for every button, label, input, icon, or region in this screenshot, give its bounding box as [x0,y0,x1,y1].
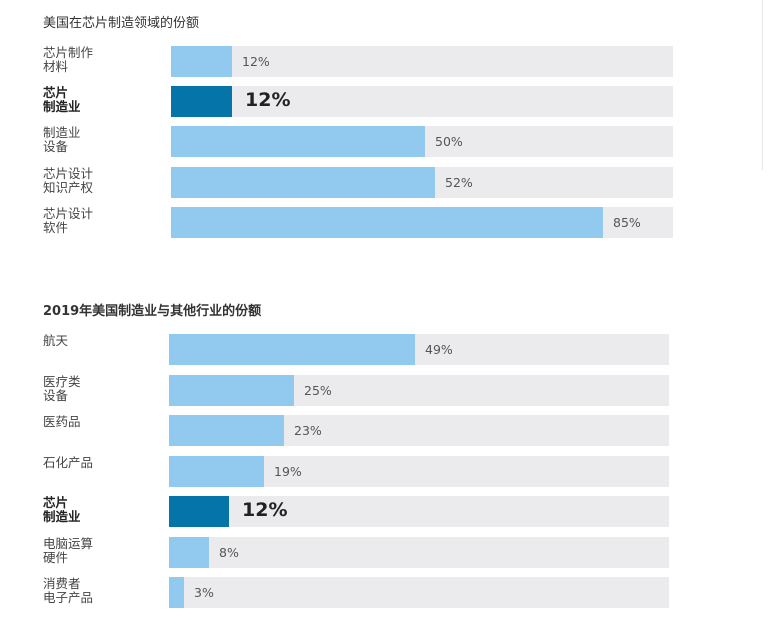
value-label: 50% [435,134,463,150]
bar-track: 12% [171,46,673,77]
bar-track: 23% [169,415,669,446]
value-label: 12% [242,499,288,521]
bar-row: 芯片制作 材料 12% [0,46,772,77]
bar [169,577,184,608]
value-label: 12% [245,89,291,112]
bar-row: 芯片 制造业 12% [0,85,772,118]
value-label: 25% [304,382,332,398]
bar [171,206,603,238]
bar-row: 医疗类 设备 25% [0,373,772,406]
bar-track: 50% [171,126,673,158]
value-label: 52% [445,174,473,190]
bar [171,86,232,118]
chart-us-industry-share-2019: 2019年美国制造业与其他行业的份额 航天 49% 医疗类 设备 25% 医药品 23% 石… [0,290,772,630]
chart-us-chip-share: 美国在芯片制造领域的份额 芯片制作 材料 12% 芯片 制造业 12% 制造业 设备 50… [0,0,772,260]
bar-track: 52% [171,166,673,198]
value-label: 8% [219,544,239,560]
category-label: 电脑运算 硬件 [43,535,94,565]
bar [171,166,435,198]
bar-row: 消费者 电子产品 3% [0,577,772,608]
value-label: 3% [194,585,214,600]
category-label: 芯片设计 软件 [43,205,94,235]
bar-row: 石化产品 19% [0,454,772,487]
bar-row: 芯片 制造业 12% [0,496,772,527]
bar-row: 芯片设计 软件 85% [0,205,772,238]
bar-row: 芯片设计 知识产权 52% [0,165,772,198]
bar [171,46,232,77]
chart-title: 2019年美国制造业与其他行业的份额 [43,304,262,319]
chart-title: 美国在芯片制造领域的份额 [43,16,200,31]
right-divider-line [762,0,763,170]
bar-track: 8% [169,536,669,568]
bar-row: 医药品 23% [0,415,772,446]
value-label: 85% [613,214,641,230]
bar-track: 49% [169,334,669,365]
category-label: 航天 [43,333,69,348]
bar-row: 航天 49% [0,334,772,365]
value-label: 49% [425,342,453,357]
bar-track: 25% [169,374,669,406]
category-label: 芯片制作 材料 [43,45,94,74]
bar-track: 12% [169,496,669,527]
category-label: 消费者 电子产品 [43,576,94,605]
category-label: 医疗类 设备 [43,373,81,403]
category-label: 石化产品 [43,454,94,470]
category-label: 芯片 制造业 [43,85,81,115]
bar [169,334,415,365]
value-label: 23% [294,423,322,438]
category-label: 芯片设计 知识产权 [43,165,94,195]
category-label: 制造业 设备 [43,125,81,155]
bar-track: 3% [169,577,669,608]
bar-row: 电脑运算 硬件 8% [0,535,772,568]
category-label: 芯片 制造业 [43,495,81,524]
bar-track: 85% [171,206,673,238]
bar [171,126,425,158]
value-label: 19% [274,463,302,479]
bar [169,496,229,527]
bar [169,455,264,487]
bar [169,415,284,446]
bar-track: 12% [171,86,673,118]
value-label: 12% [242,54,270,69]
category-label: 医药品 [43,414,81,429]
bar-track: 19% [169,455,669,487]
bar-row: 制造业 设备 50% [0,125,772,158]
bar [169,374,294,406]
bar [169,536,209,568]
